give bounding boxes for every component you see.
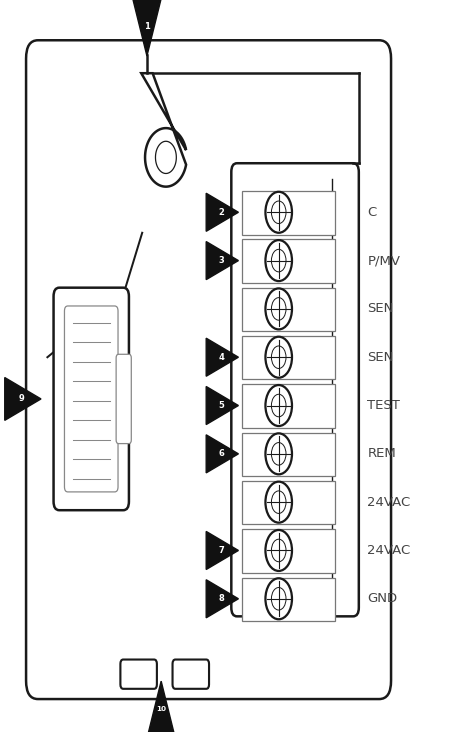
Polygon shape [206, 193, 238, 231]
Polygon shape [206, 338, 238, 376]
Polygon shape [155, 141, 176, 173]
Polygon shape [147, 681, 175, 732]
Circle shape [272, 395, 286, 417]
Text: 8: 8 [219, 594, 224, 603]
Text: C: C [367, 206, 377, 219]
Text: SEN: SEN [367, 302, 394, 315]
Text: GND: GND [367, 592, 398, 605]
Bar [242, 481, 335, 524]
Bar [242, 288, 335, 331]
Bar [242, 191, 335, 234]
Circle shape [272, 491, 286, 513]
Text: 5: 5 [219, 401, 224, 410]
Circle shape [265, 578, 292, 619]
Polygon shape [206, 435, 238, 473]
FancyBboxPatch shape [26, 40, 391, 699]
Bar [242, 239, 335, 283]
Polygon shape [5, 378, 41, 420]
FancyBboxPatch shape [116, 354, 131, 444]
Circle shape [272, 539, 286, 561]
Text: SEN: SEN [367, 351, 394, 364]
Polygon shape [206, 580, 238, 618]
FancyBboxPatch shape [120, 660, 157, 689]
Circle shape [272, 250, 286, 272]
Text: TEST: TEST [367, 399, 400, 412]
Circle shape [265, 240, 292, 281]
Text: P/MV: P/MV [367, 254, 401, 267]
FancyBboxPatch shape [54, 288, 129, 510]
Text: 7: 7 [219, 546, 224, 555]
Circle shape [272, 588, 286, 610]
Polygon shape [206, 531, 238, 569]
Circle shape [272, 346, 286, 368]
Bar [242, 384, 335, 427]
Polygon shape [206, 242, 238, 280]
Text: 3: 3 [219, 256, 224, 265]
Text: 2: 2 [219, 208, 224, 217]
Text: 10: 10 [156, 706, 166, 712]
Text: 6: 6 [219, 449, 224, 458]
Text: 24VAC: 24VAC [367, 496, 410, 509]
Circle shape [265, 192, 292, 233]
Circle shape [272, 298, 286, 320]
Circle shape [265, 288, 292, 329]
Text: REM: REM [367, 447, 396, 460]
Circle shape [265, 385, 292, 426]
Circle shape [265, 482, 292, 523]
Text: 4: 4 [219, 353, 224, 362]
Text: 1: 1 [144, 22, 150, 31]
Text: 9: 9 [19, 395, 25, 403]
Bar [242, 529, 335, 572]
Bar [242, 336, 335, 379]
Bar [242, 433, 335, 476]
FancyBboxPatch shape [231, 163, 359, 616]
Polygon shape [141, 73, 186, 187]
FancyBboxPatch shape [173, 660, 209, 689]
Circle shape [265, 530, 292, 571]
Circle shape [265, 337, 292, 378]
Circle shape [272, 201, 286, 223]
Polygon shape [133, 0, 161, 56]
FancyBboxPatch shape [64, 306, 118, 492]
Polygon shape [206, 386, 238, 425]
Circle shape [265, 433, 292, 474]
Text: 24VAC: 24VAC [367, 544, 410, 557]
Bar [242, 578, 335, 621]
Circle shape [272, 443, 286, 465]
